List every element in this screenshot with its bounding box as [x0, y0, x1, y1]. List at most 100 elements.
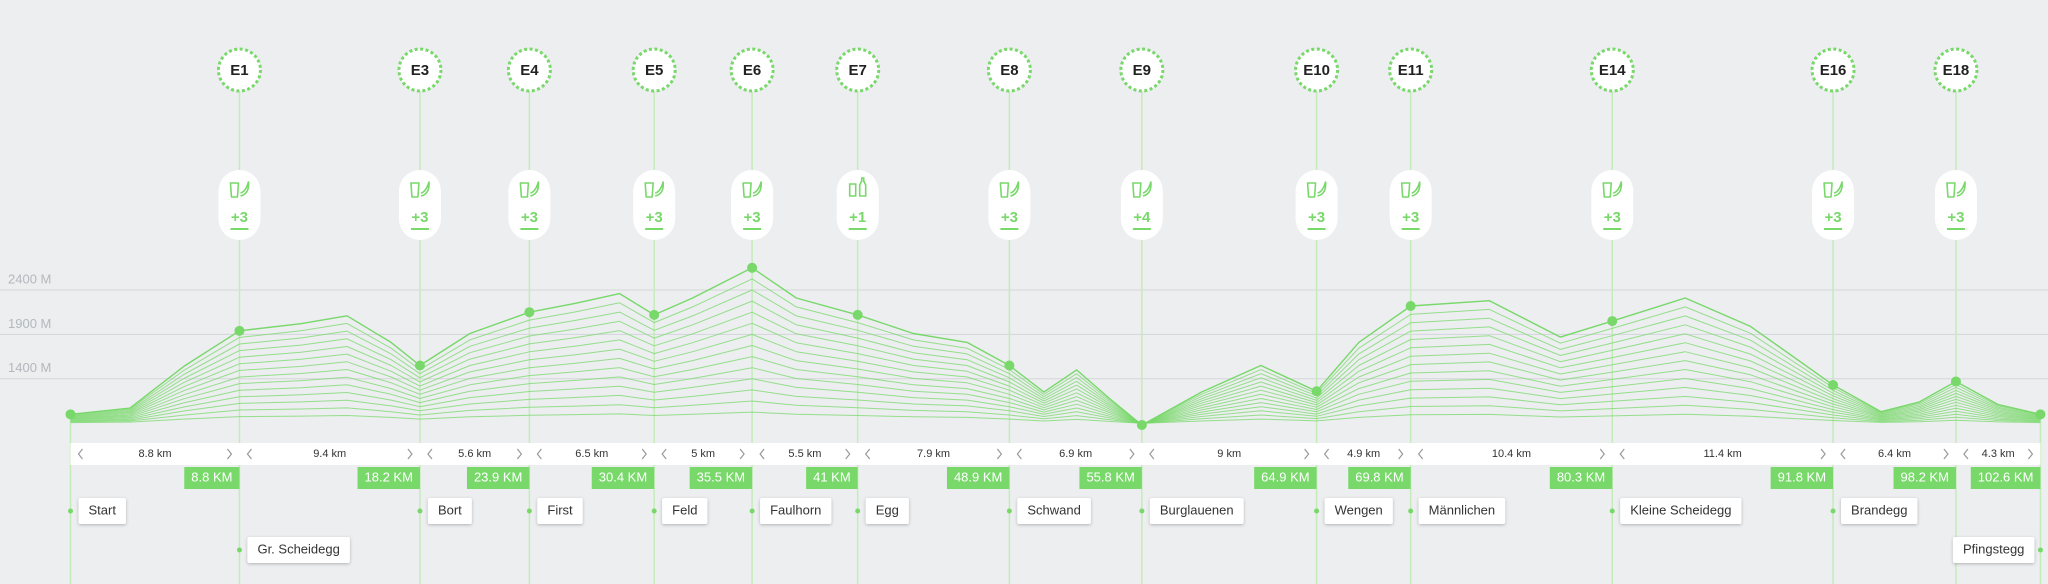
- chevron-right: [516, 448, 523, 460]
- segment-distance: 10.4 km: [1492, 448, 1531, 460]
- km-label: 80.3 KM: [1557, 469, 1605, 484]
- chevron-left[interactable]: [1963, 448, 1969, 460]
- elevation-dot: [1607, 316, 1618, 327]
- aid-count: +3: [1402, 209, 1419, 226]
- chevron-left[interactable]: [246, 448, 252, 460]
- chevron-left[interactable]: [77, 448, 83, 460]
- chevron-left[interactable]: [1016, 448, 1022, 460]
- drink-icon: [1602, 181, 1623, 198]
- station-badge[interactable]: [835, 47, 881, 93]
- profile-layer: [70, 411, 2041, 424]
- aid-card: [633, 170, 676, 240]
- km-badge: [591, 467, 655, 489]
- station-badge[interactable]: [1119, 47, 1165, 93]
- aid-card: [731, 170, 774, 240]
- station-badge[interactable]: [506, 47, 552, 93]
- place-dot: [2037, 547, 2043, 553]
- profile-line: [70, 267, 2041, 426]
- segment-distance: 4.3 km: [1982, 448, 2015, 460]
- chevron-right: [226, 448, 233, 460]
- segment-distance: 4.9 km: [1347, 448, 1380, 460]
- station-badge[interactable]: [729, 47, 775, 93]
- place-name: Burglauenen: [1160, 502, 1234, 517]
- place-dot: [1314, 508, 1320, 514]
- chevron-left[interactable]: [1149, 448, 1155, 460]
- station-id: E6: [743, 62, 761, 79]
- elevation-dot: [65, 409, 76, 420]
- km-badge: [806, 467, 858, 489]
- place-name: Feld: [672, 502, 697, 517]
- segment-distance: 6.4 km: [1878, 448, 1911, 460]
- station-badge[interactable]: [1388, 47, 1434, 93]
- drink-icon: [1400, 181, 1421, 198]
- chevron-left[interactable]: [759, 448, 765, 460]
- place-box: [1952, 537, 2035, 563]
- segment-distance: 5.5 km: [788, 448, 821, 460]
- aid-card: [1389, 170, 1432, 240]
- place-dot: [1609, 508, 1615, 514]
- station-badge[interactable]: [1294, 47, 1340, 93]
- drink-icon: [519, 181, 540, 198]
- km-label: 23.9 KM: [474, 469, 522, 484]
- station-badge[interactable]: [1589, 47, 1635, 93]
- aid-card: [398, 170, 441, 240]
- chevron-right: [2027, 448, 2034, 460]
- km-badge: [1893, 467, 1956, 489]
- place-box: [662, 498, 708, 524]
- drink-icon: [1823, 181, 1843, 198]
- km-badge: [1770, 467, 1834, 489]
- station-badge[interactable]: [986, 47, 1032, 93]
- station-id: E11: [1398, 62, 1424, 79]
- station-badge[interactable]: [631, 47, 677, 93]
- place-dot: [68, 508, 73, 514]
- profile-layer: [70, 322, 2041, 425]
- segment-distance: 9 km: [1217, 448, 1241, 460]
- station-badge[interactable]: [216, 47, 262, 93]
- place-dot: [417, 508, 423, 514]
- chevron-left[interactable]: [1619, 448, 1625, 460]
- station-id: E16: [1820, 62, 1847, 79]
- place-dot: [855, 508, 861, 514]
- y-axis-label: 2400 M: [8, 271, 51, 286]
- place-name: Bort: [438, 502, 462, 517]
- place-dot: [1830, 508, 1836, 514]
- km-badge: [689, 467, 753, 489]
- chevron-left[interactable]: [864, 448, 871, 460]
- aid-count: +3: [646, 209, 663, 226]
- aid-card: [1812, 170, 1855, 240]
- drink-icon: [1946, 181, 1966, 198]
- elevation-dot: [1950, 376, 1961, 387]
- km-badge: [1254, 467, 1317, 489]
- place-dot: [1139, 508, 1145, 514]
- elevation-dot: [852, 309, 863, 320]
- aid-count: +3: [744, 209, 761, 226]
- place-name: Gr. Scheidegg: [257, 541, 339, 556]
- aid-count: +3: [1308, 209, 1325, 226]
- chevron-right: [1599, 448, 1606, 460]
- station-badge[interactable]: [1933, 47, 1979, 93]
- place-box: [1620, 498, 1742, 524]
- km-label: 69.8 KM: [1355, 469, 1403, 484]
- aid-card: [1934, 170, 1977, 240]
- segment-bar: [70, 443, 2041, 465]
- place-name: First: [547, 502, 573, 517]
- segment-distance: 7.9 km: [917, 448, 950, 460]
- chevron-left[interactable]: [1840, 448, 1846, 460]
- km-label: 102.6 KM: [1978, 469, 2034, 484]
- elevation-dot: [649, 309, 660, 320]
- station-badge[interactable]: [1810, 47, 1856, 93]
- chevron-left[interactable]: [536, 448, 542, 460]
- segment-distance: 5 km: [691, 448, 715, 460]
- aid-count: +3: [1604, 209, 1621, 226]
- place-dot: [1408, 508, 1414, 514]
- km-badge: [1549, 467, 1613, 489]
- place-name: Faulhorn: [770, 502, 821, 517]
- place-name: Schwand: [1027, 502, 1080, 517]
- chevron-left[interactable]: [427, 448, 433, 460]
- chevron-left[interactable]: [661, 448, 667, 460]
- station-badge[interactable]: [397, 47, 443, 93]
- chevron-left[interactable]: [1417, 448, 1424, 460]
- chevron-left[interactable]: [1323, 448, 1330, 460]
- place-box: [1324, 498, 1393, 524]
- station-id: E5: [645, 62, 663, 79]
